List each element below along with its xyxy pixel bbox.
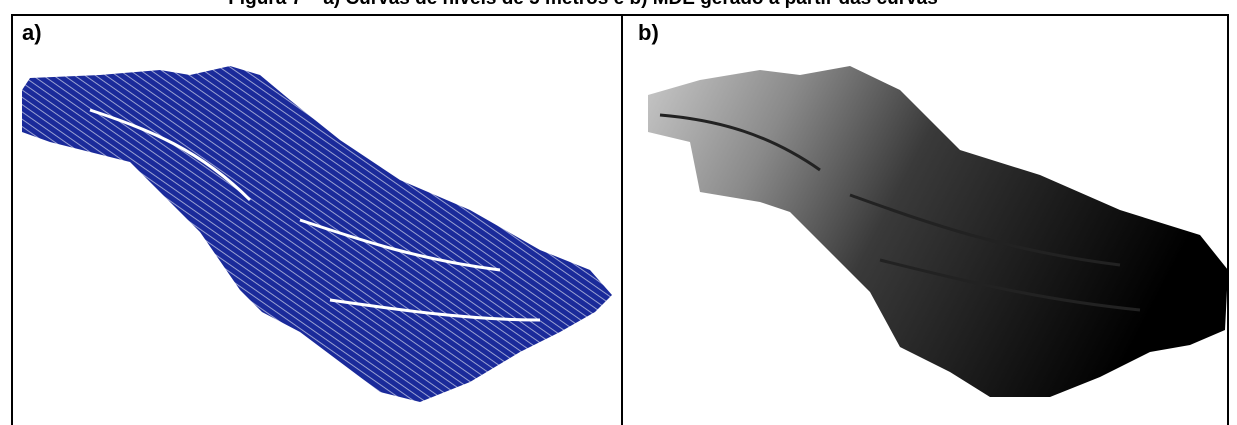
- figure-maps: [0, 0, 1237, 425]
- page: Figura 7 – a) Curvas de níveis de 5 metr…: [0, 0, 1237, 425]
- panel-label: a): [22, 20, 42, 46]
- dem-map: [648, 66, 1228, 397]
- panel-label: b): [638, 20, 659, 46]
